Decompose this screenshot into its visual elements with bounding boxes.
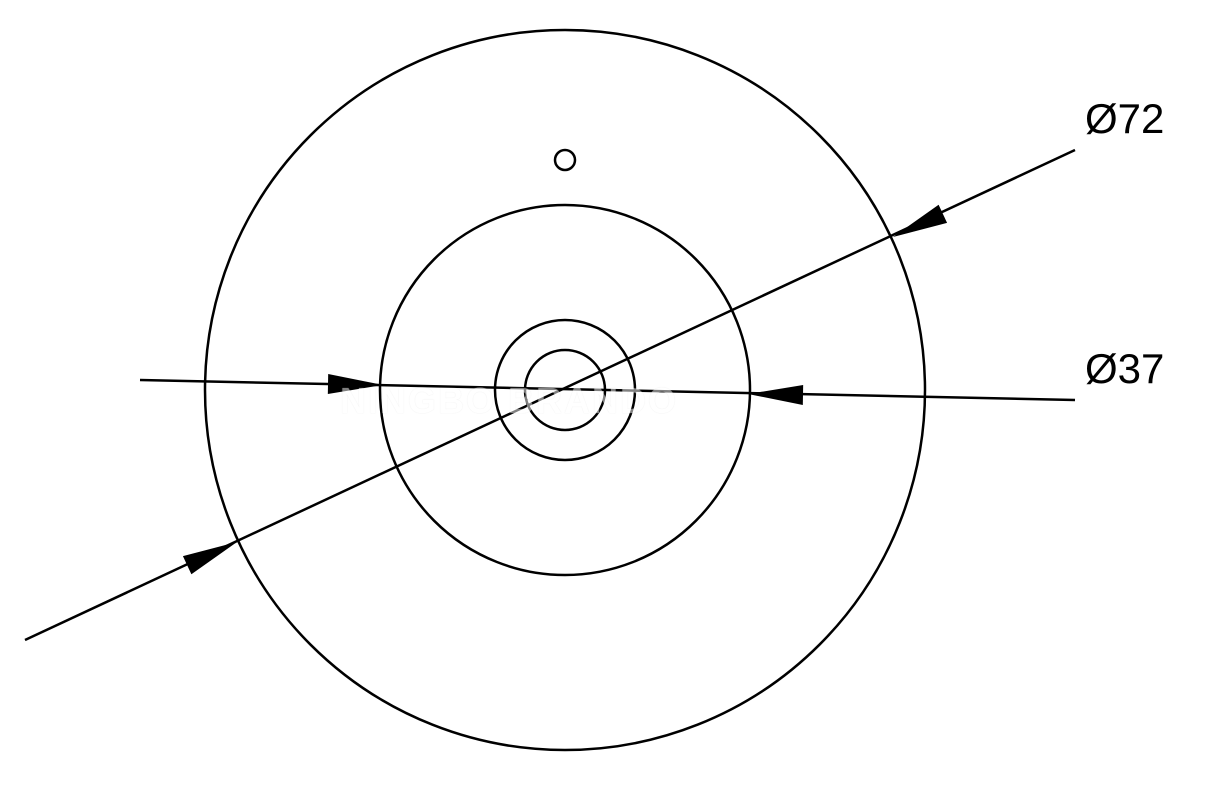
watermark-text: NINGBO BRANDO	[340, 380, 678, 422]
arrowhead-icon	[889, 205, 947, 246]
dimension-label-37: Ø37	[1085, 345, 1164, 393]
circle-small-top	[555, 150, 575, 170]
arrowhead-icon	[748, 384, 803, 405]
arrowhead-icon	[183, 533, 241, 574]
dimension-label-72: Ø72	[1085, 95, 1164, 143]
